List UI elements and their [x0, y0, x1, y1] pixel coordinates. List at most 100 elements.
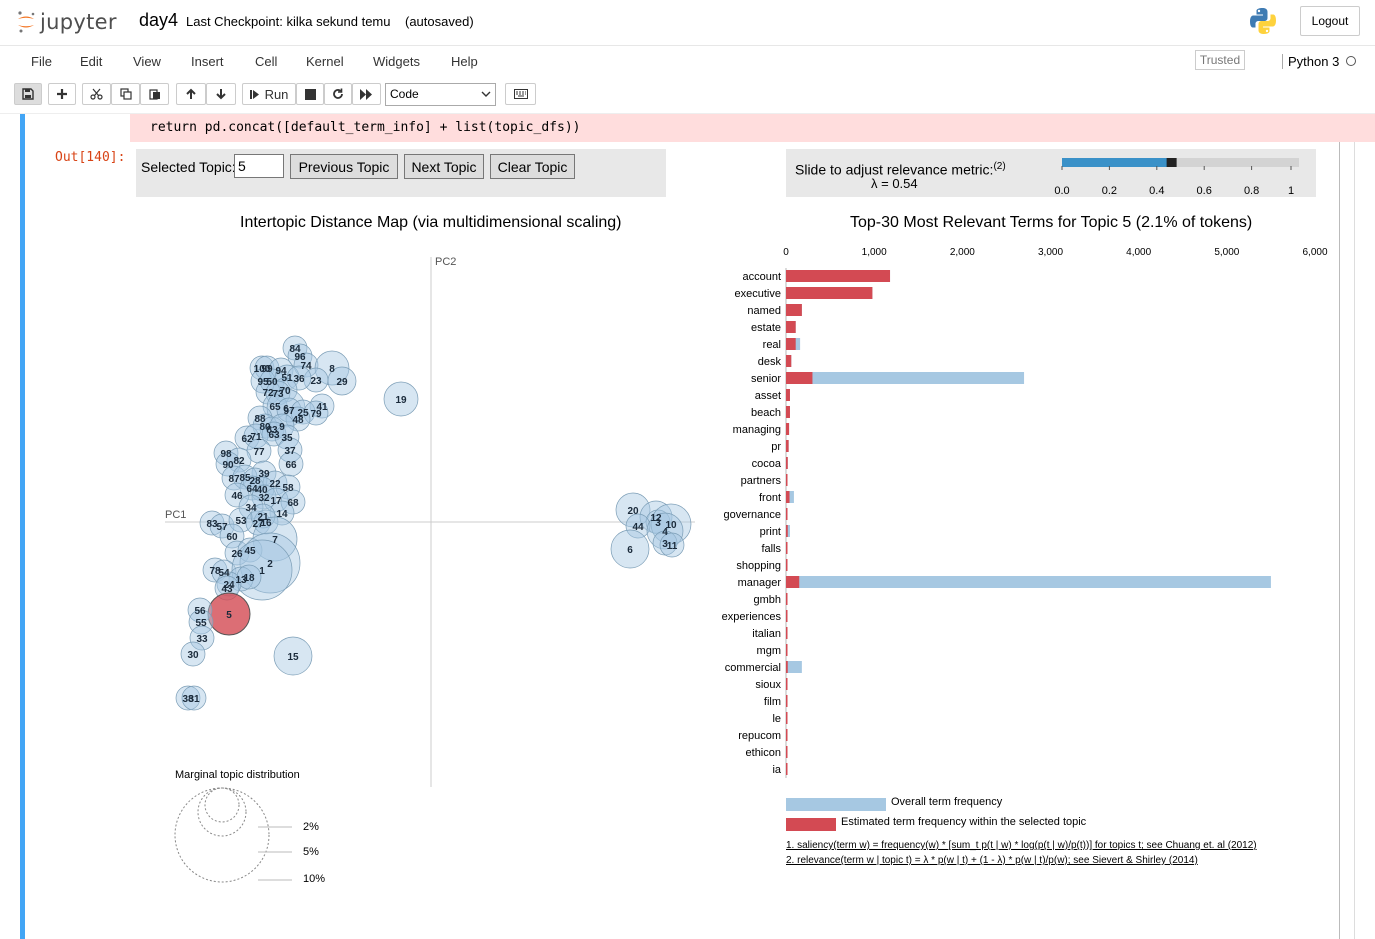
bar-estimated[interactable] — [786, 593, 788, 605]
topic-bubble[interactable] — [213, 440, 239, 466]
topic-bubble[interactable] — [280, 489, 306, 515]
menu-edit[interactable]: Edit — [80, 54, 103, 69]
bar-estimated[interactable] — [786, 695, 788, 707]
topic-bubble[interactable] — [625, 513, 651, 539]
topic-bubble[interactable] — [245, 510, 271, 536]
bar-estimated[interactable] — [786, 542, 788, 554]
command-palette-button[interactable] — [505, 83, 536, 105]
topic-bubble[interactable] — [209, 513, 235, 539]
bar-estimated[interactable] — [786, 712, 788, 724]
bar-estimated[interactable] — [786, 304, 802, 316]
topic-bubble[interactable] — [231, 539, 293, 601]
topic-bubble[interactable] — [645, 509, 671, 535]
restart-button[interactable] — [324, 83, 352, 105]
bar-estimated[interactable] — [786, 661, 788, 673]
topic-bubble[interactable] — [290, 399, 316, 425]
topic-bubble[interactable] — [285, 406, 311, 432]
term-label[interactable]: senior — [751, 373, 781, 385]
topic-bubble[interactable] — [615, 492, 651, 528]
topic-bubble[interactable] — [175, 685, 201, 711]
term-label[interactable]: print — [760, 526, 781, 538]
term-label[interactable]: real — [763, 339, 781, 351]
notebook-name[interactable]: day4 — [139, 10, 179, 30]
topic-bubble[interactable] — [239, 532, 301, 594]
bar-estimated[interactable] — [786, 491, 790, 503]
bar-overall[interactable] — [786, 372, 1025, 384]
topic-bubble[interactable] — [236, 564, 262, 590]
clear-topic-button[interactable]: Clear Topic — [490, 154, 575, 179]
topic-bubble[interactable] — [211, 559, 237, 585]
bar-estimated[interactable] — [786, 355, 792, 367]
topic-bubble[interactable] — [237, 537, 263, 563]
term-label[interactable]: desk — [758, 356, 782, 368]
term-label[interactable]: governance — [724, 509, 782, 521]
term-label[interactable]: front — [759, 492, 781, 504]
move-down-button[interactable] — [206, 83, 236, 105]
topic-bubble[interactable] — [189, 625, 215, 651]
term-label[interactable]: shopping — [736, 560, 781, 572]
topic-bubble[interactable] — [273, 636, 313, 676]
term-label[interactable]: named — [747, 305, 781, 317]
topic-bubble[interactable] — [207, 592, 251, 636]
selected-topic-input[interactable]: 5 — [234, 154, 284, 178]
copy-button[interactable] — [111, 83, 140, 105]
term-label[interactable]: account — [742, 271, 781, 283]
menu-insert[interactable]: Insert — [191, 54, 224, 69]
interrupt-button[interactable] — [296, 83, 324, 105]
bar-estimated[interactable] — [786, 729, 788, 741]
topic-bubble[interactable] — [255, 379, 281, 405]
footnote-relevance-link[interactable]: 2. relevance(term w | topic t) = λ * p(w… — [786, 855, 1198, 866]
term-label[interactable]: pr — [771, 441, 781, 453]
term-label[interactable]: experiences — [722, 611, 782, 623]
move-up-button[interactable] — [176, 83, 206, 105]
bar-overall[interactable] — [786, 661, 802, 673]
topic-bubble[interactable] — [269, 500, 295, 526]
topic-bubble[interactable] — [383, 381, 419, 417]
term-label[interactable]: commercial — [725, 662, 781, 674]
topic-bubble[interactable] — [228, 566, 254, 592]
topic-bubble[interactable] — [250, 503, 276, 529]
menu-widgets[interactable]: Widgets — [373, 54, 420, 69]
cell-type-select[interactable]: Code — [385, 83, 496, 106]
topic-bubble[interactable] — [261, 421, 287, 447]
run-button[interactable]: Run — [242, 83, 296, 105]
bar-estimated[interactable] — [786, 559, 788, 571]
topic-bubble[interactable] — [243, 423, 269, 449]
topic-bubble[interactable] — [293, 352, 319, 378]
bar-estimated[interactable] — [786, 321, 796, 333]
bar-overall[interactable] — [786, 576, 1271, 588]
cut-button[interactable] — [82, 83, 111, 105]
topic-bubble[interactable] — [278, 451, 304, 477]
topic-bubble[interactable] — [650, 503, 692, 545]
term-label[interactable]: ia — [772, 764, 781, 776]
bar-overall[interactable] — [786, 525, 790, 537]
menu-help[interactable]: Help — [451, 54, 478, 69]
term-label[interactable]: cocoa — [752, 458, 782, 470]
bar-estimated[interactable] — [786, 627, 788, 639]
bar-estimated[interactable] — [786, 763, 788, 775]
topic-bubble[interactable] — [249, 355, 275, 381]
term-label[interactable]: partners — [741, 475, 782, 487]
term-label[interactable]: ethicon — [746, 747, 781, 759]
topic-bubble[interactable] — [252, 516, 298, 562]
topic-bubble[interactable] — [219, 523, 245, 549]
topic-bubble[interactable] — [610, 529, 650, 569]
term-label[interactable]: repucom — [738, 730, 781, 742]
topic-bubble[interactable] — [274, 424, 300, 450]
topic-bubble[interactable] — [251, 484, 277, 510]
topic-bubble[interactable] — [239, 475, 265, 501]
paste-button[interactable] — [140, 83, 169, 105]
term-label[interactable]: sioux — [755, 679, 781, 691]
term-label[interactable]: le — [772, 713, 781, 725]
menu-file[interactable]: File — [31, 54, 52, 69]
bar-estimated[interactable] — [786, 525, 788, 537]
bar-estimated[interactable] — [786, 678, 788, 690]
bar-overall[interactable] — [786, 491, 794, 503]
bar-estimated[interactable] — [786, 406, 790, 418]
bar-estimated[interactable] — [786, 746, 788, 758]
topic-bubble[interactable] — [228, 507, 254, 533]
save-button[interactable] — [14, 83, 42, 105]
term-label[interactable]: italian — [752, 628, 781, 640]
topic-bubble[interactable] — [238, 494, 264, 520]
topic-bubble[interactable] — [659, 532, 685, 558]
